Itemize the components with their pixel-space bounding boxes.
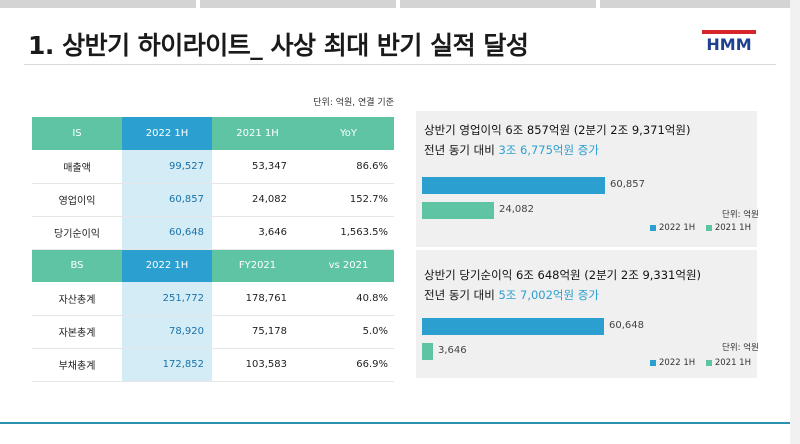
bs-header-row: BS 2022 1H FY2021 vs 2021: [32, 249, 394, 282]
value-cell: 1,563.5%: [303, 216, 394, 250]
financial-table: IS 2022 1H 2021 1H YoY 매출액 99,527 53,347…: [32, 117, 394, 382]
table-row: 매출액 99,527 53,347 86.6%: [32, 150, 394, 184]
top-bar-segment: [0, 0, 196, 8]
value-cell: 75,178: [212, 315, 303, 349]
legend-label: 2022 1H: [659, 358, 696, 368]
table-row: 자산총계 251,772 178,761 40.8%: [32, 282, 394, 316]
subheading-highlight: 5조 7,002억원 증가: [498, 288, 599, 302]
legend-swatch: [650, 359, 656, 366]
row-label: 부채총계: [32, 348, 122, 382]
panel-subheading: 전년 동기 대비 3조 6,775억원 증가: [424, 142, 599, 158]
row-label: 당기순이익: [32, 216, 122, 250]
value-cell: 99,527: [122, 150, 212, 184]
legend-swatch: [705, 359, 712, 366]
row-label: 매출액: [32, 150, 122, 184]
chart-legend: 2022 1H 2021 1H: [650, 358, 759, 368]
title-divider: [24, 64, 776, 65]
table-row: 자본총계 78,920 75,178 5.0%: [32, 315, 394, 349]
logo-text: HMM: [706, 35, 751, 52]
legend-item-2022: 2022 1H: [650, 223, 695, 233]
bar-2021-1h: [422, 343, 433, 360]
chart-unit: 단위: 억원: [722, 343, 759, 353]
subheading-highlight: 3조 6,775억원 증가: [498, 143, 599, 157]
is-header-cell: 2022 1H: [122, 117, 212, 150]
row-label: 영업이익: [32, 183, 122, 217]
bs-header-cell: vs 2021: [303, 249, 394, 282]
hmm-logo: HMM: [702, 30, 756, 52]
panel-subheading: 전년 동기 대비 5조 7,002억원 증가: [424, 287, 599, 303]
top-bar-segment: [400, 0, 596, 8]
bar-data-label: 60,648: [609, 320, 644, 331]
scrollbar-track[interactable]: [790, 0, 800, 444]
legend-swatch: [650, 224, 656, 231]
legend-label: 2022 1H: [659, 223, 696, 233]
chart-legend: 2022 1H 2021 1H: [650, 223, 759, 233]
logo-stripe: [702, 30, 756, 34]
panel-heading: 상반기 당기순이익 6조 648억원 (2분기 2조 9,331억원): [424, 268, 702, 282]
value-cell: 78,920: [122, 315, 212, 349]
legend-item-2021: 2021 1H: [705, 223, 751, 233]
value-cell: 5.0%: [303, 315, 394, 349]
value-cell: 3,646: [212, 216, 303, 250]
operating-profit-panel: 상반기 영업이익 6조 857억원 (2분기 2조 9,371억원) 전년 동기…: [416, 111, 759, 247]
value-cell: 251,772: [122, 282, 212, 316]
value-cell: 103,583: [212, 348, 303, 382]
panel-heading: 상반기 영업이익 6조 857억원 (2분기 2조 9,371억원): [424, 123, 691, 137]
bs-header-cell: BS: [32, 249, 122, 282]
net-income-panel: 상반기 당기순이익 6조 648억원 (2분기 2조 9,331억원) 전년 동…: [416, 250, 759, 378]
subheading-prefix: 전년 동기 대비: [424, 143, 499, 157]
bar-data-label: 3,646: [438, 345, 467, 356]
bs-header-cell: 2022 1H: [122, 249, 212, 282]
value-cell: 53,347: [212, 150, 303, 184]
value-cell: 152.7%: [303, 183, 394, 217]
bar-data-label: 60,857: [610, 179, 645, 190]
is-header-row: IS 2022 1H 2021 1H YoY: [32, 117, 394, 150]
row-label: 자산총계: [32, 282, 122, 316]
subheading-prefix: 전년 동기 대비: [424, 288, 499, 302]
chart-unit: 단위: 억원: [722, 210, 759, 220]
legend-label: 2021 1H: [714, 223, 751, 233]
legend-swatch: [705, 224, 712, 231]
page-title: 1. 상반기 하이라이트_ 사상 최대 반기 실적 달성: [28, 31, 529, 60]
bar-2021-1h: [422, 202, 494, 219]
value-cell: 40.8%: [303, 282, 394, 316]
table-row: 영업이익 60,857 24,082 152.7%: [32, 183, 394, 217]
is-header-cell: IS: [32, 117, 122, 150]
value-cell: 178,761: [212, 282, 303, 316]
bar-2022-1h: [422, 177, 605, 194]
top-progress-bars: [0, 0, 800, 8]
value-cell: 60,857: [122, 183, 212, 217]
top-bar-segment: [200, 0, 396, 8]
value-cell: 60,648: [122, 216, 212, 250]
legend-item-2021: 2021 1H: [705, 358, 751, 368]
bottom-divider: [0, 422, 800, 424]
legend-item-2022: 2022 1H: [650, 358, 695, 368]
legend-label: 2021 1H: [714, 358, 751, 368]
bs-header-cell: FY2021: [212, 249, 303, 282]
row-label: 자본총계: [32, 315, 122, 349]
is-header-cell: 2021 1H: [212, 117, 303, 150]
table-row: 부채총계 172,852 103,583 66.9%: [32, 348, 394, 382]
table-row: 당기순이익 60,648 3,646 1,563.5%: [32, 216, 394, 250]
value-cell: 86.6%: [303, 150, 394, 184]
value-cell: 24,082: [212, 183, 303, 217]
top-bar-segment: [600, 0, 790, 8]
value-cell: 66.9%: [303, 348, 394, 382]
value-cell: 172,852: [122, 348, 212, 382]
bar-2022-1h: [422, 318, 604, 335]
unit-note: 단위: 억원, 연결 기준: [313, 98, 394, 108]
bar-data-label: 24,082: [499, 204, 534, 215]
is-header-cell: YoY: [303, 117, 394, 150]
